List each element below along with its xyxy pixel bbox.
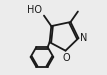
- Text: HO: HO: [27, 5, 42, 15]
- Text: O: O: [62, 53, 70, 63]
- Text: N: N: [80, 33, 88, 43]
